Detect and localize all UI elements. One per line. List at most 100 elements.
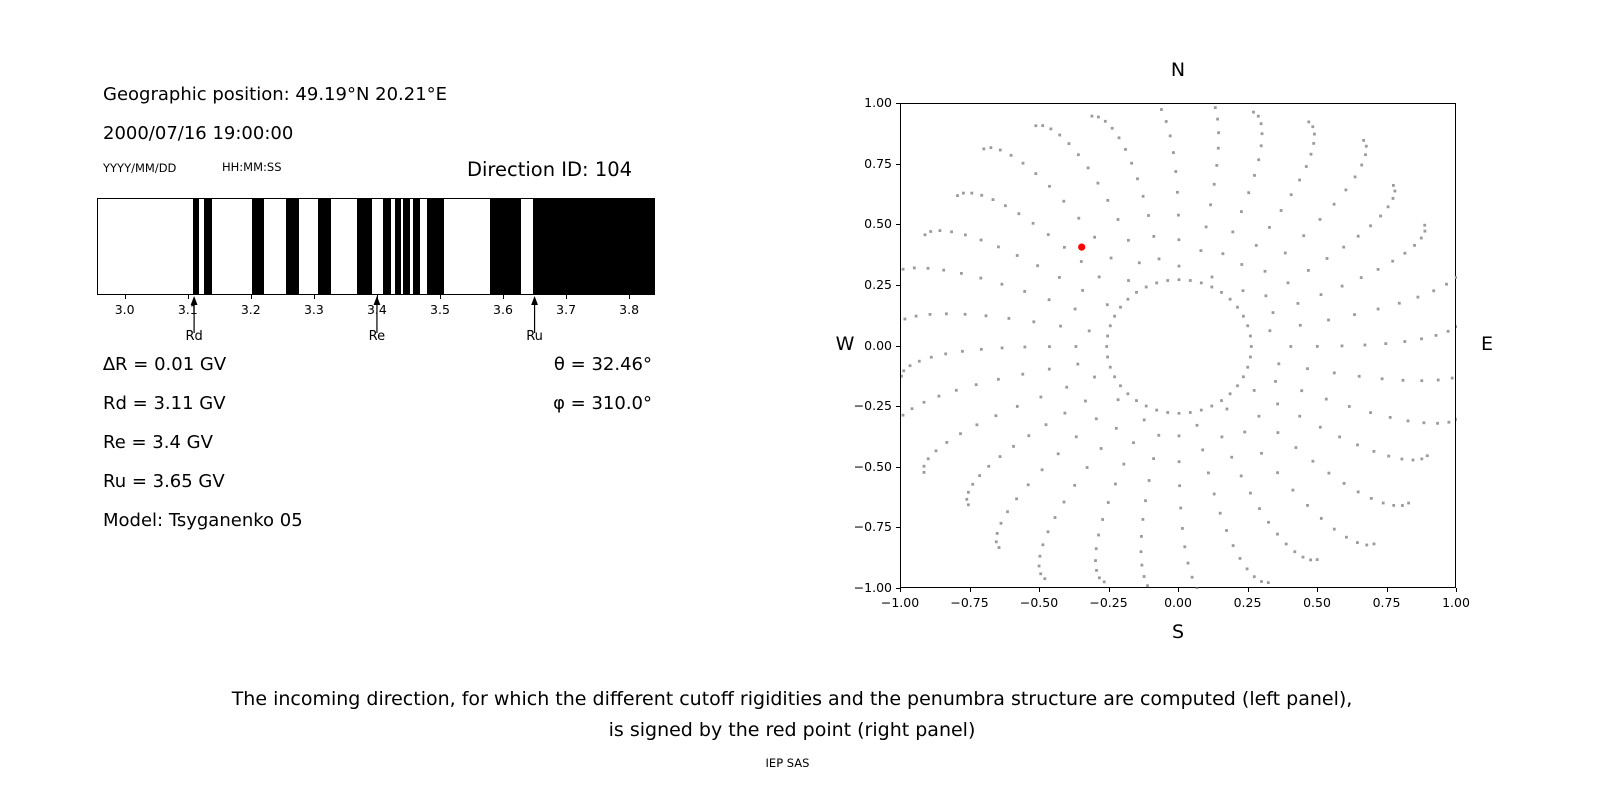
direction-grid-dot [1023,345,1027,349]
direction-grid-dot [1293,550,1297,554]
direction-grid-dot [1144,499,1147,503]
direction-grid-dot [1015,254,1019,257]
cutoff-marker-label: Re [368,329,386,344]
direction-grid-dot [997,245,1000,249]
direction-grid-dot [1372,542,1376,546]
direction-grid-dot [1085,466,1089,469]
dirmap-y-tick [896,588,900,589]
dirmap-x-tick [1317,588,1318,592]
direction-grid-dot [1436,421,1439,425]
direction-grid-dot [1279,209,1283,212]
direction-grid-dot [999,521,1003,525]
direction-grid-dot [1277,362,1281,366]
direction-grid-dot [1190,575,1194,579]
direction-grid-dot [910,407,914,411]
direction-grid-dot [1090,114,1094,118]
direction-grid-dot [1247,191,1251,195]
direction-grid-dot [945,441,949,444]
direction-grid-dot [1420,337,1423,341]
direction-grid-dot [1073,483,1077,487]
direction-grid-dot [994,540,998,544]
penumbra-x-tick [376,295,378,299]
direction-grid-dot [1302,234,1306,238]
date-format-label: YYYY/MM/DD [103,161,177,175]
direction-grid-dot [1183,545,1187,549]
direction-grid-dot [1231,230,1235,234]
cutoff-marker-arrow-head [190,296,198,305]
direction-grid-dot [1252,110,1255,114]
direction-grid-dot [1012,445,1015,448]
direction-grid-dot [1113,375,1116,379]
direction-grid-dot [1176,190,1179,194]
direction-grid-dot [1249,334,1252,338]
dirmap-x-tick [1108,588,1110,592]
direction-grid-dot [1360,163,1364,167]
direction-grid-dot [979,276,983,280]
dirmap-x-tick [1386,588,1388,592]
direction-grid-dot [1172,151,1175,154]
direction-grid-dot [1147,479,1151,482]
direction-grid-dot [1231,544,1235,547]
direction-grid-dot [1127,238,1130,242]
direction-grid-dot [1009,153,1013,157]
direction-grid-dot [1076,362,1080,366]
geographic-position-label: Geographic position: 49.19°N 20.21°E [103,84,448,105]
penumbra-x-tick-label: 3.6 [493,302,513,317]
direction-grid-dot [960,272,963,275]
direction-grid-dot [1406,419,1410,423]
direction-grid-dot [1257,414,1261,418]
direction-grid-dot [1059,324,1062,328]
direction-grid-dot [998,148,1002,152]
direction-grid-dot [1420,457,1424,461]
direction-grid-dot [1034,124,1038,128]
direction-grid-dot [1252,389,1256,392]
direction-grid-dot [1063,411,1067,415]
direction-grid-dot [1276,532,1279,536]
direction-grid-dot [1230,455,1234,459]
dirmap-x-tick-label: −0.25 [1089,595,1128,610]
direction-grid-dot [1144,285,1148,289]
direction-grid-dot [984,314,988,318]
direction-grid-dot [1327,471,1331,475]
direction-grid-dot [1036,264,1039,268]
direction-grid-dot [914,314,918,318]
dirmap-y-tick-label: −0.25 [853,398,892,414]
direction-grid-dot [1259,144,1263,148]
direction-grid-dot [922,471,926,474]
direction-grid-dot [1242,314,1245,318]
direction-grid-dot [1140,563,1144,567]
direction-grid-dot [928,313,932,316]
direction-grid-dot [1252,575,1256,579]
direction-grid-dot [1073,307,1077,311]
penumbra-chart: 3.0 3.1 3.2 3.3 3.4 3.5 3.6 3.7 3.8 Rd Re Ru [97,198,655,358]
direction-grid-dot [1007,317,1011,320]
cutoff-marker-arrows [190,296,538,333]
rd-value: Rd = 3.11 GV [103,393,226,414]
direction-grid-dot [1102,580,1106,584]
direction-grid-dot [1241,289,1245,293]
direction-grid-dot [1353,313,1356,316]
direction-grid-dot [995,532,999,535]
direction-grid-dot [1266,581,1270,584]
direction-grid-dot [912,266,916,270]
direction-grid-dot [1434,334,1438,337]
direction-grid-dot [1106,501,1110,504]
direction-grid-dot [1249,345,1253,348]
direction-grid-dot [1135,399,1138,402]
direction-grid-dot [1271,311,1275,314]
direction-grid-dot [1199,408,1203,412]
direction-grid-dot [1381,501,1385,505]
direction-grid-dot [1074,435,1078,439]
direction-grid-dot [1160,108,1163,111]
direction-grid-dot [1228,392,1232,396]
direction-grid-dot [1047,298,1051,302]
direction-grid-dot [1201,448,1205,452]
direction-grid-dot [1166,411,1170,414]
direction-grid-dot [994,414,998,418]
direction-grid-dot [1062,199,1066,203]
direction-grid-dot [1141,194,1145,198]
penumbra-x-tick [313,295,315,299]
direction-grid-dot [1236,305,1239,309]
compass-west-label: W [835,333,855,355]
